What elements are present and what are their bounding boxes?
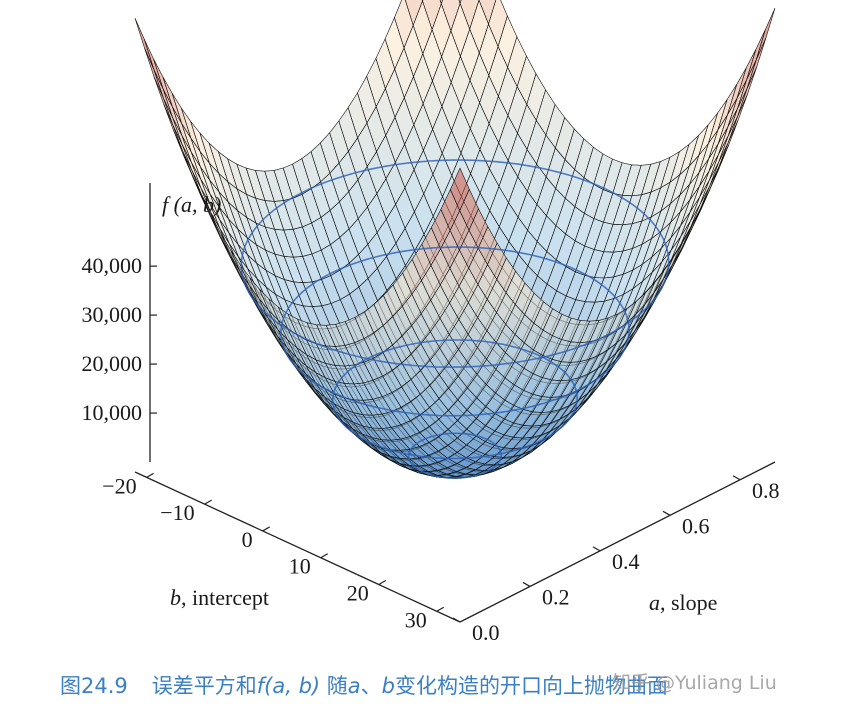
y-tick-mark <box>262 526 270 532</box>
x-axis-line <box>459 461 776 623</box>
contour-line <box>407 432 503 479</box>
z-axis-label: f (a, b) <box>162 192 221 217</box>
y-tick-label: −10 <box>160 500 194 525</box>
y-tick-label: 20 <box>347 581 369 606</box>
contour-line <box>331 339 579 460</box>
surface-cell <box>144 39 164 90</box>
watermark: 知乎 @Yuliang Liu <box>612 672 777 694</box>
contour-line <box>280 246 630 417</box>
y-tick-label: −20 <box>102 473 136 498</box>
y-tick-mark <box>146 472 154 478</box>
x-tick-label: 0.8 <box>752 478 780 503</box>
y-tick-mark <box>320 553 329 559</box>
y-axis-line <box>134 471 461 623</box>
x-tick-label: 0.6 <box>682 513 710 538</box>
figure-caption: 图24.9 误差平方和f(a, b) 随a、b变化构造的开口向上抛物曲面 <box>60 674 668 698</box>
surface-cell <box>450 167 470 212</box>
contour-line <box>240 159 670 368</box>
y-tick-mark <box>378 579 387 586</box>
y-tick-label: 30 <box>405 607 427 632</box>
y-tick-mark <box>204 499 212 505</box>
axes <box>134 183 776 623</box>
tick-labels: 10,000 20,000 30,000 40,000 0.0 0.2 0.4 0.6 0.8 −… <box>82 253 780 645</box>
x-tick-mark <box>522 581 531 587</box>
y-tick-label: 0 <box>242 527 253 552</box>
x-axis-label: a, slope <box>649 590 717 615</box>
x-tick-mark <box>592 546 601 552</box>
x-tick-mark <box>662 510 671 516</box>
z-tick-label: 20,000 <box>82 351 143 376</box>
y-axis-label: b, intercept <box>170 585 269 610</box>
surface-cell <box>746 29 766 81</box>
x-tick-mark <box>732 475 741 481</box>
y-tick-label: 10 <box>289 554 311 579</box>
y-tick-mark <box>436 606 445 612</box>
z-tick-label: 30,000 <box>82 302 143 327</box>
surface-cell <box>134 17 155 70</box>
x-tick-label: 0.4 <box>612 549 640 574</box>
z-tick-label: 10,000 <box>82 400 143 425</box>
x-tick-mark <box>452 617 461 623</box>
surface-cell <box>755 7 776 61</box>
x-tick-label: 0.2 <box>542 584 570 609</box>
x-tick-label: 0.0 <box>472 620 500 645</box>
z-tick-label: 40,000 <box>82 253 143 278</box>
surface-mesh <box>134 0 776 479</box>
